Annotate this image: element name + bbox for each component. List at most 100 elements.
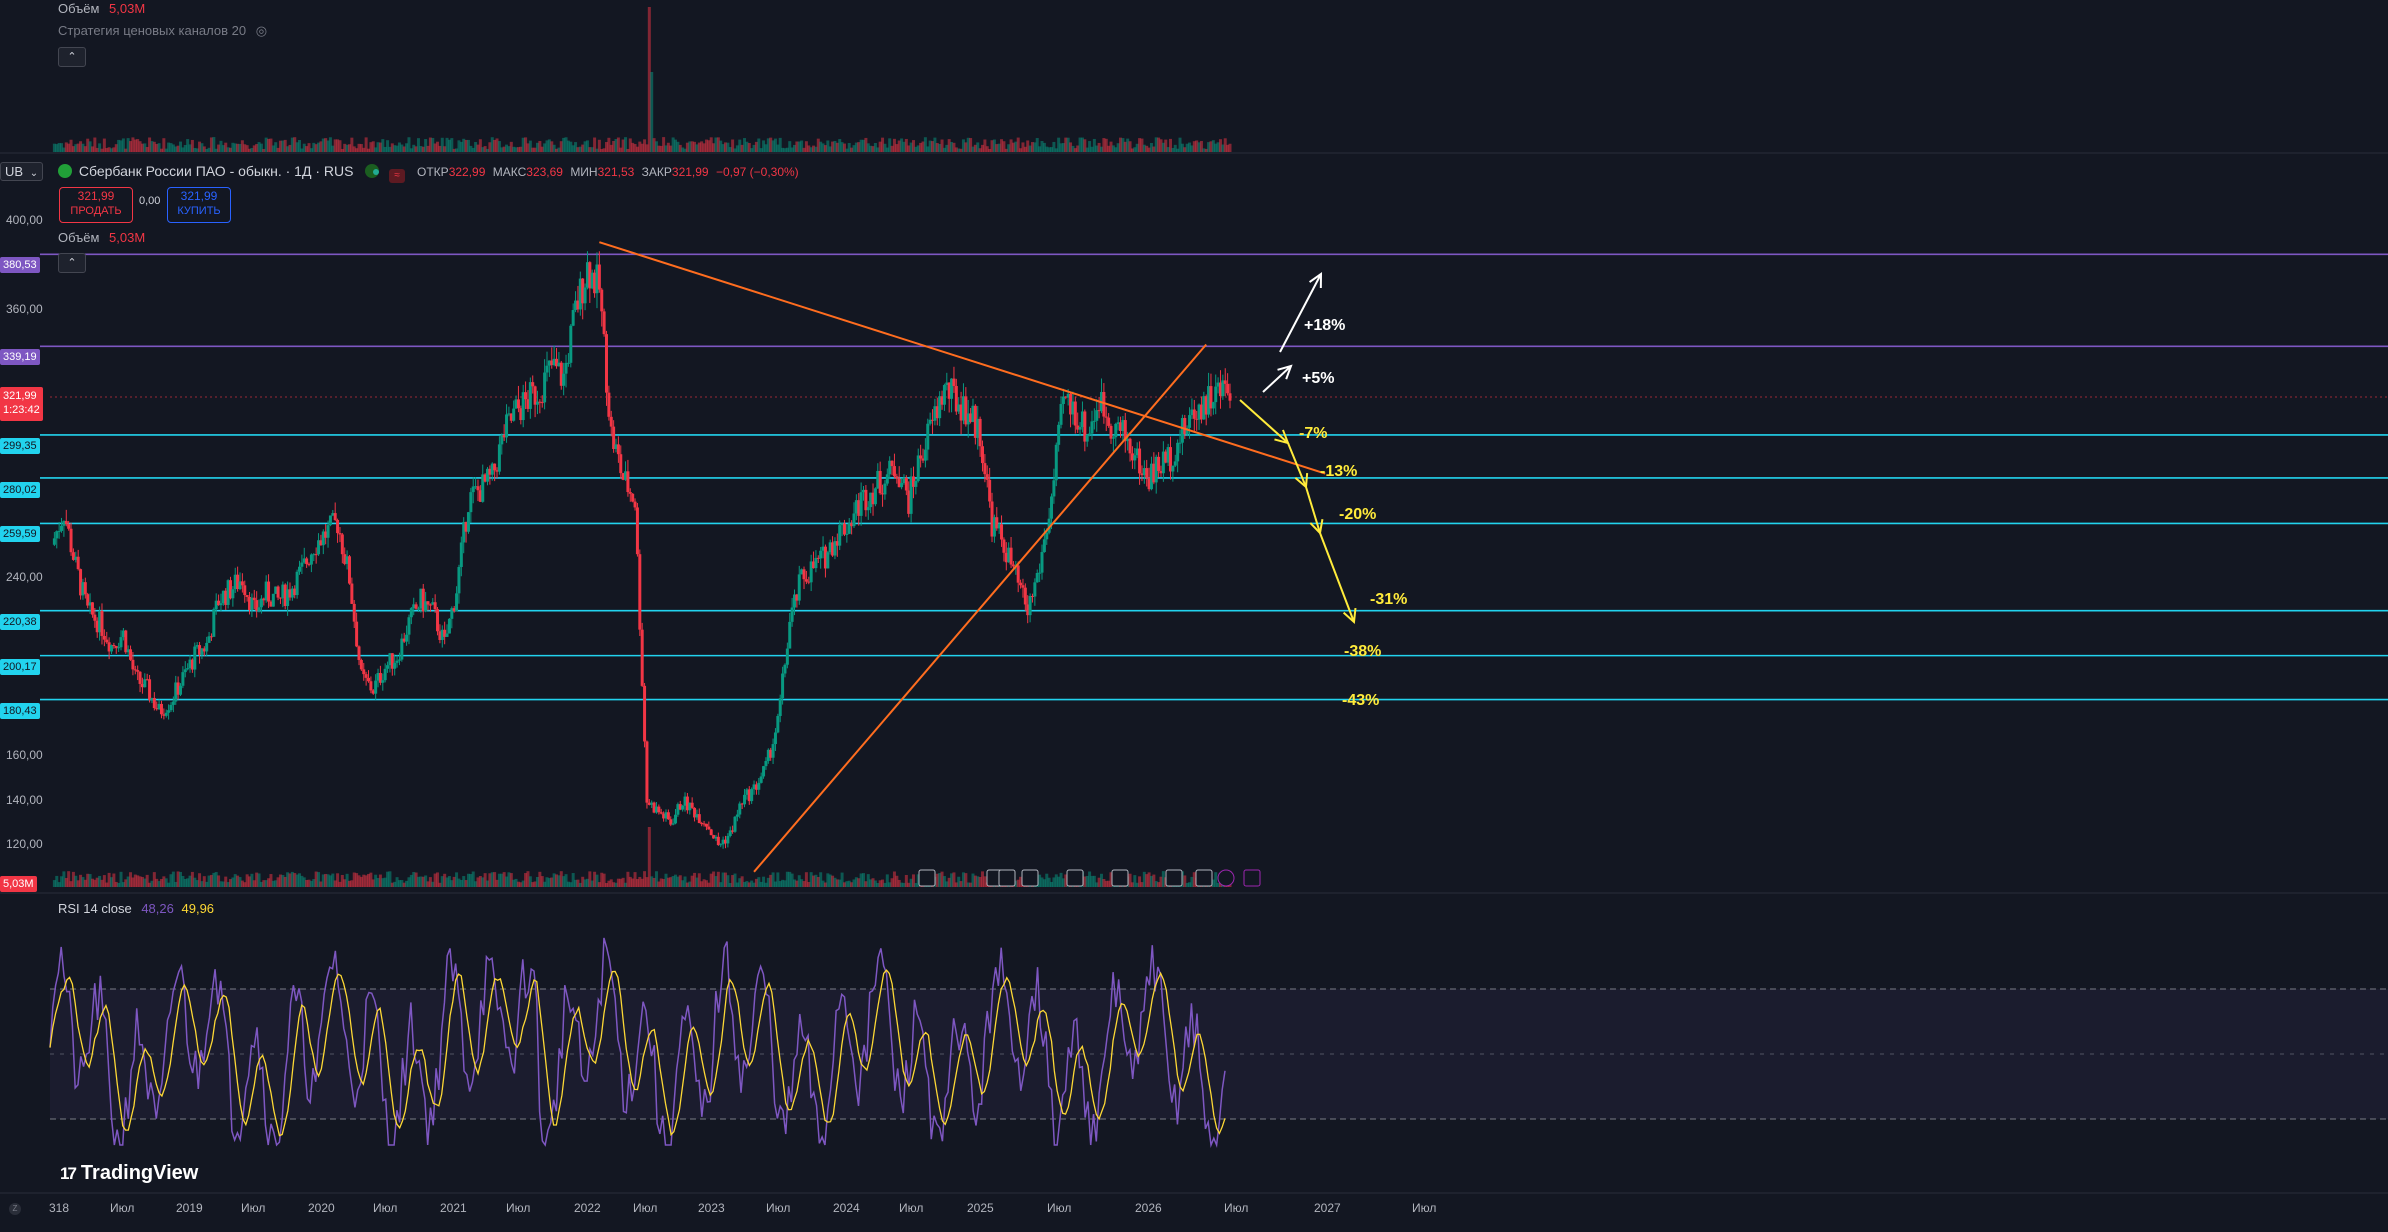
earnings-marker[interactable] xyxy=(1021,869,1039,887)
earnings-marker[interactable] xyxy=(1111,869,1129,887)
volume-bar xyxy=(543,881,547,887)
level-tag[interactable]: 259,59 xyxy=(0,526,40,542)
level-tag[interactable]: 380,53 xyxy=(0,257,40,273)
volume-bar xyxy=(695,877,699,887)
candle-body xyxy=(571,310,575,326)
volume-bar xyxy=(505,876,509,887)
top-volume-bar xyxy=(483,146,487,152)
candle-body xyxy=(481,474,485,502)
level-tag[interactable]: 180,43 xyxy=(0,703,40,719)
scenario-label-minus43: -43% xyxy=(1342,692,1380,709)
candle-body xyxy=(700,823,704,825)
candle-body xyxy=(1121,420,1125,431)
volume-bar xyxy=(159,879,163,887)
volume-bar xyxy=(95,877,99,887)
volume-bar xyxy=(359,876,363,887)
currency-tab[interactable]: UB ⌄ xyxy=(0,162,44,181)
buy-button[interactable]: 321,99 КУПИТЬ xyxy=(167,187,231,223)
earnings-marker[interactable] xyxy=(1195,869,1213,887)
volume-bar xyxy=(367,873,371,887)
collapse-button-top[interactable]: ⌃ xyxy=(58,47,86,67)
top-volume-bar xyxy=(1104,138,1108,152)
volume-bar xyxy=(60,876,64,887)
sell-button[interactable]: 321,99 ПРОДАТЬ xyxy=(59,187,133,223)
candle-body xyxy=(1202,396,1206,420)
candle-body xyxy=(735,814,739,817)
top-volume-bar xyxy=(862,139,866,152)
candle-body xyxy=(267,581,271,602)
candle-body xyxy=(1050,496,1054,519)
level-tag[interactable]: 200,17 xyxy=(0,659,40,675)
level-tag[interactable]: 280,02 xyxy=(0,482,40,498)
earnings-marker[interactable] xyxy=(1066,869,1084,887)
event-markers[interactable] xyxy=(918,869,1261,887)
candle-body xyxy=(143,679,147,688)
volume-bar xyxy=(723,872,727,887)
earnings-marker-future[interactable] xyxy=(1243,869,1261,887)
earnings-marker[interactable] xyxy=(998,869,1016,887)
candle-body xyxy=(852,513,856,527)
earnings-marker[interactable] xyxy=(1165,869,1183,887)
top-volume-bar xyxy=(148,137,152,152)
candle-body xyxy=(1138,448,1142,474)
candle-body xyxy=(1047,518,1051,533)
timezone-button[interactable]: Z xyxy=(9,1203,21,1215)
candle-body xyxy=(476,486,480,491)
top-volume-bar xyxy=(835,142,839,152)
top-volume-bar xyxy=(997,143,1001,152)
level-tag[interactable]: 220,38 xyxy=(0,614,40,630)
candle-body xyxy=(773,732,777,745)
earnings-marker[interactable] xyxy=(918,869,936,887)
volume-bar xyxy=(447,876,451,887)
volume-bar xyxy=(795,880,799,887)
dividend-marker[interactable] xyxy=(1217,869,1235,887)
volume-bar xyxy=(752,882,756,887)
last-price-tag[interactable]: 321,99 1:23:42 xyxy=(0,387,43,421)
rsi-value: 48,26 xyxy=(141,901,174,916)
candle-body xyxy=(1016,565,1020,583)
top-volume-bar xyxy=(902,141,906,152)
candle-body xyxy=(159,703,163,715)
level-tag[interactable]: 299,35 xyxy=(0,438,40,454)
volume-bar xyxy=(1149,875,1153,887)
candle-body xyxy=(62,520,66,526)
top-volume-bar xyxy=(938,143,942,152)
candle-body xyxy=(828,542,832,553)
top-volume-bar xyxy=(890,145,894,152)
volume-bar xyxy=(942,876,946,887)
top-volume-bar xyxy=(1009,139,1013,152)
top-volume-bar xyxy=(707,140,711,152)
candle-body xyxy=(785,648,789,665)
top-volume-bar xyxy=(845,148,849,152)
candle-body xyxy=(224,590,228,605)
data-status-icon[interactable]: ≈ xyxy=(389,169,406,183)
candle-body xyxy=(583,287,587,304)
candle-body xyxy=(376,672,380,681)
strategy-label: Стратегия ценовых каналов 20 xyxy=(58,23,247,38)
symbol-title[interactable]: Сбербанк России ПАО - обыкн. · 1Д · RUS xyxy=(78,163,354,179)
top-volume-bar xyxy=(740,144,744,152)
volume-bar xyxy=(200,881,204,887)
level-tag[interactable]: 339,19 xyxy=(0,349,40,365)
top-volume-bar xyxy=(550,141,554,152)
candle-body xyxy=(535,401,539,405)
candle-body xyxy=(1092,420,1096,422)
volume-tag[interactable]: 5,03M xyxy=(0,876,37,892)
top-volume-bar xyxy=(969,138,973,152)
top-volume-bar xyxy=(866,143,870,152)
candle-body xyxy=(643,685,647,742)
top-volume-bar xyxy=(571,145,575,152)
eye-icon[interactable]: ◎ xyxy=(255,23,268,38)
top-volume-bar xyxy=(1071,145,1075,152)
volume-bar xyxy=(347,880,351,887)
candle-body xyxy=(252,597,256,601)
volume-bar xyxy=(650,876,654,887)
strategy-indicator-label[interactable]: Стратегия ценовых каналов 20 ◎ xyxy=(58,23,267,39)
top-volume-bar xyxy=(1197,142,1201,152)
top-volume-bar xyxy=(1130,148,1134,152)
tradingview-logo[interactable]: 17 TradingView xyxy=(60,1162,198,1185)
volume-bar xyxy=(181,875,185,887)
top-volume-bar xyxy=(935,143,939,152)
collapse-button-main[interactable]: ⌃ xyxy=(58,253,86,273)
